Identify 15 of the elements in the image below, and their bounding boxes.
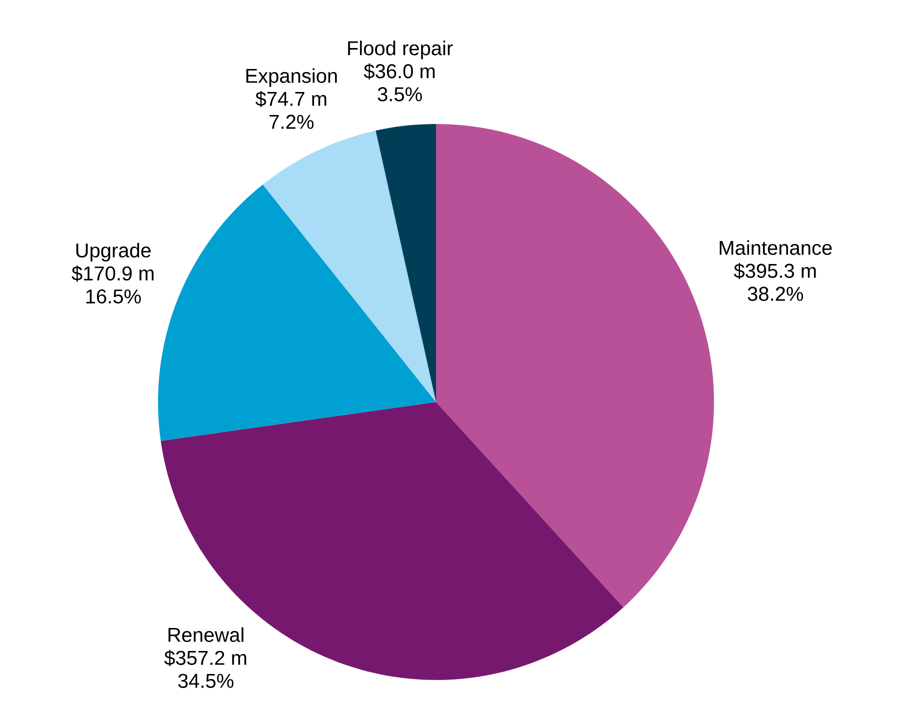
slice-label: Flood repair: [348, 40, 453, 60]
slice-label: Renewal: [168, 627, 244, 642]
text: 16.5%: [86, 289, 141, 304]
data-label: $357.2 m: [164, 650, 246, 666]
slice-label: Expansion: [246, 68, 337, 87]
data-label: $74.7 m: [256, 90, 326, 108]
data-label: $170.9 m: [72, 266, 154, 282]
text: 3.5%: [378, 87, 422, 102]
slice-label: Maintenance: [720, 240, 832, 255]
text: 7.2%: [270, 114, 314, 129]
data-label: $395.3 m: [734, 262, 816, 280]
slice-label: Upgrade: [76, 242, 151, 262]
text: 38.2%: [748, 286, 804, 301]
data-label: $36.0 m: [364, 63, 435, 80]
text: 34.5%: [178, 674, 234, 688]
